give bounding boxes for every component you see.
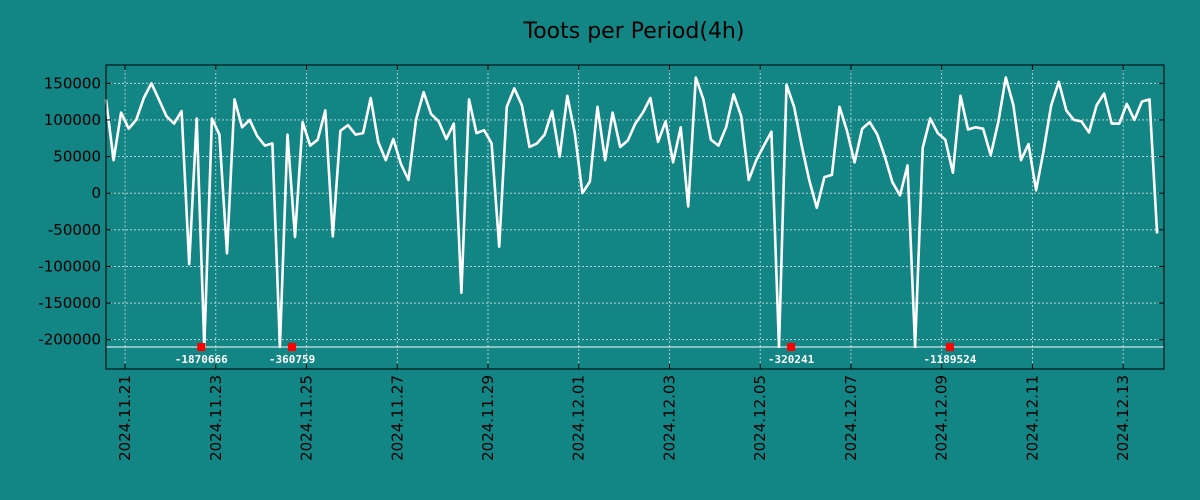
y-tick-label: -100000 (38, 257, 101, 275)
plot-frame (105, 64, 1165, 370)
min-marker (197, 343, 206, 352)
x-tick-label: 2024.11.21 (116, 375, 134, 461)
x-tick-label: 2024.12.05 (751, 375, 769, 461)
x-tick-label: 2024.12.07 (842, 375, 860, 461)
x-tick-label: 2024.12.03 (660, 375, 678, 461)
x-axis: 2024.11.21 2024.11.23 2024.11.25 2024.11.27… (116, 65, 1132, 461)
series-layer (104, 76, 1159, 349)
y-tick-label: -200000 (38, 331, 101, 349)
y-tick-label: -50000 (48, 221, 101, 239)
y-tick-label: 0 (91, 184, 101, 202)
min-marker (288, 343, 297, 352)
x-tick-label: 2024.12.09 (933, 375, 951, 461)
min-marker (787, 343, 796, 352)
y-tick-label: 50000 (53, 148, 101, 166)
annotation-layer: -1870666 -360759 -320241 -1189524 (175, 353, 977, 366)
x-tick-label: 2024.12.13 (1114, 375, 1132, 461)
x-tick-label: 2024.12.11 (1023, 375, 1041, 461)
min-annotation-label: -1870666 (175, 353, 228, 366)
min-annotation-label: -1189524 (923, 353, 976, 366)
x-tick-label: 2024.11.29 (479, 375, 497, 461)
x-tick-label: 2024.11.23 (207, 375, 225, 461)
min-annotation-label: -360759 (269, 353, 315, 366)
x-tick-label: 2024.11.27 (388, 375, 406, 461)
y-tick-label: 100000 (44, 111, 101, 129)
min-annotation-label: -320241 (768, 353, 815, 366)
marker-layer (197, 343, 954, 352)
y-axis: 150000 100000 50000 0 -50000 -100000 -150000 -2… (38, 74, 1164, 349)
x-tick-label: 2024.12.01 (570, 375, 588, 461)
x-tick-label: 2024.11.25 (298, 375, 316, 461)
series-line-toots (104, 76, 1159, 349)
min-marker (945, 343, 954, 352)
y-tick-label: 150000 (44, 74, 101, 92)
grid (106, 65, 1164, 369)
chart-title: Toots per Period(4h) (523, 19, 745, 44)
y-tick-label: -150000 (38, 294, 101, 312)
